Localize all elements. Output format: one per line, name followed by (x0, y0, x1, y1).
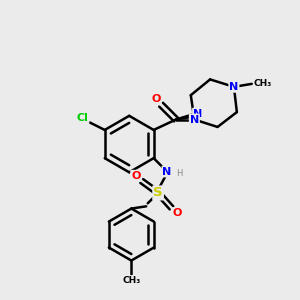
Text: S: S (153, 186, 163, 200)
Text: O: O (151, 94, 160, 104)
Text: N: N (193, 109, 202, 118)
Text: CH₃: CH₃ (122, 276, 140, 285)
Text: H: H (177, 169, 183, 178)
Text: Cl: Cl (76, 113, 88, 123)
Text: CH₃: CH₃ (254, 80, 272, 88)
Text: O: O (173, 208, 182, 218)
Text: N: N (229, 82, 239, 92)
Text: N: N (190, 115, 199, 124)
Text: N: N (162, 167, 172, 176)
Text: O: O (131, 171, 140, 181)
